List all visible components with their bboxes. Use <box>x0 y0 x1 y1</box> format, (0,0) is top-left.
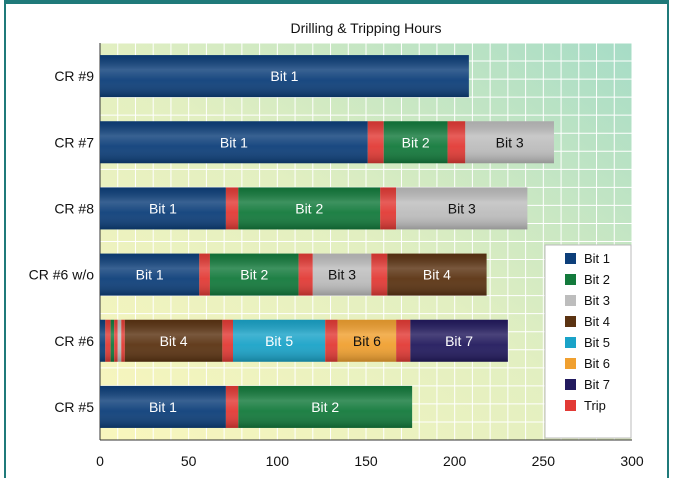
segment-label: Bit 5 <box>265 333 293 349</box>
bar-segment-shading <box>199 253 210 296</box>
segment-label: Bit 3 <box>448 200 476 216</box>
legend-label: Bit 2 <box>584 272 610 287</box>
legend-swatch <box>565 400 576 411</box>
category-label: CR #8 <box>54 200 94 216</box>
x-tick-label: 0 <box>96 453 104 469</box>
category-label: CR #6 w/o <box>29 267 95 283</box>
segment-label: Bit 2 <box>240 267 268 283</box>
legend-label: Bit 7 <box>584 377 610 392</box>
bar-segment-shading <box>410 319 508 362</box>
legend-label: Bit 4 <box>584 314 610 329</box>
chart-title: Drilling & Tripping Hours <box>290 20 442 36</box>
segment-label: Bit 1 <box>149 200 177 216</box>
category-label: CR #6 <box>54 333 94 349</box>
legend-swatch <box>565 253 576 264</box>
legend-box <box>544 244 632 439</box>
legend-swatch <box>565 295 576 306</box>
bar-segment-shading <box>380 187 397 230</box>
bar-segment-shading <box>371 253 388 296</box>
bar-segment-shading <box>225 385 239 428</box>
segment-label: Bit 6 <box>353 333 381 349</box>
bar-segment-shading <box>383 121 448 164</box>
bar-segment-shading <box>396 187 528 230</box>
bar-segment-shading <box>337 319 397 362</box>
segment-label: Bit 1 <box>136 267 164 283</box>
bar-segment-shading <box>100 121 368 164</box>
legend-label: Bit 1 <box>584 251 610 266</box>
segment-label: Bit 4 <box>423 267 451 283</box>
category-label: CR #5 <box>54 399 94 415</box>
x-tick-label: 250 <box>532 453 556 469</box>
bar-segment-shading <box>367 121 384 164</box>
x-tick-label: 50 <box>181 453 197 469</box>
segment-label: Bit 2 <box>295 200 323 216</box>
bar-segment-shading <box>447 121 466 164</box>
bar-segment-shading <box>312 253 372 296</box>
category-label: CR #9 <box>54 68 94 84</box>
bar-segment-shading <box>105 319 111 362</box>
legend-label: Trip <box>584 398 606 413</box>
bar-segment-shading <box>100 55 469 98</box>
bar-segment-shading <box>121 319 125 362</box>
bar-segment-shading <box>110 319 115 362</box>
segment-label: Bit 1 <box>220 134 248 150</box>
bar-segment-shading <box>100 187 226 230</box>
legend-swatch <box>565 379 576 390</box>
segment-label: Bit 2 <box>402 134 430 150</box>
segment-label: Bit 1 <box>270 68 298 84</box>
x-tick-label: 100 <box>266 453 290 469</box>
bar-segment-shading <box>225 187 239 230</box>
segment-label: Bit 3 <box>328 267 356 283</box>
bar-segment-shading <box>100 385 226 428</box>
bar-segment-shading <box>238 385 413 428</box>
legend-swatch <box>565 358 576 369</box>
segment-label: Bit 1 <box>149 399 177 415</box>
legend-label: Bit 5 <box>584 335 610 350</box>
legend-label: Bit 6 <box>584 356 610 371</box>
x-tick-label: 200 <box>443 453 467 469</box>
bar-segment-shading <box>465 121 554 164</box>
bar-segment-shading <box>117 319 122 362</box>
bar-segment-shading <box>209 253 299 296</box>
bar-segment-shading <box>387 253 487 296</box>
bar-segment-shading <box>233 319 326 362</box>
bar-segment-shading <box>100 253 200 296</box>
legend-swatch <box>565 274 576 285</box>
legend-swatch <box>565 316 576 327</box>
bar-segment-shading <box>238 187 381 230</box>
legend-label: Bit 3 <box>584 293 610 308</box>
segment-label: Bit 7 <box>445 333 473 349</box>
segment-label: Bit 2 <box>311 399 339 415</box>
legend-swatch <box>565 337 576 348</box>
x-tick-label: 300 <box>620 453 644 469</box>
segment-label: Bit 3 <box>496 134 524 150</box>
bar-segment-shading <box>114 319 118 362</box>
bar-segment-shading <box>325 319 338 362</box>
bar-segment-shading <box>222 319 233 362</box>
x-tick-label: 150 <box>354 453 378 469</box>
segment-label: Bit 4 <box>160 333 188 349</box>
bar-segment-shading <box>298 253 313 296</box>
bar-segment-shading <box>100 319 106 362</box>
category-label: CR #7 <box>54 134 94 150</box>
bar-segment-shading <box>124 319 223 362</box>
bar-segment-shading <box>396 319 411 362</box>
